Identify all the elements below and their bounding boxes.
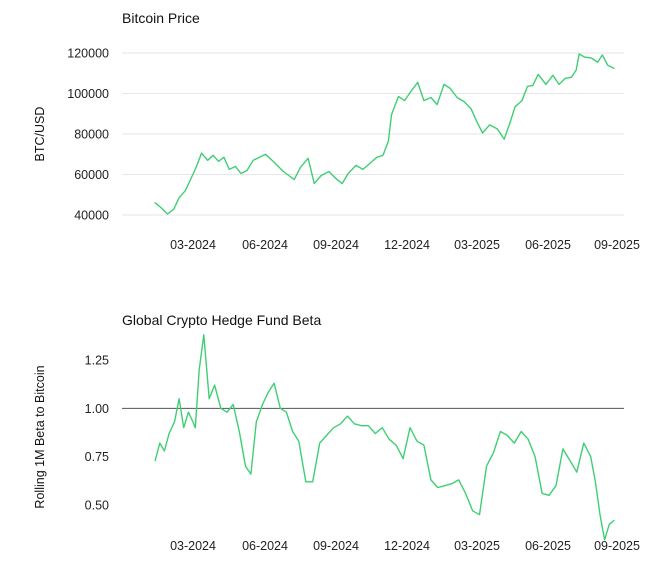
chart-panel-1: Bitcoin Price BTC/USD 40000 60000 80000 10000…	[33, 10, 640, 252]
x-tick-label: 03-2025	[454, 238, 500, 252]
x-tick-label: 09-2025	[594, 539, 640, 553]
series-line	[154, 53, 615, 215]
x-tick-label: 06-2024	[242, 238, 288, 252]
y-tick-label: 80000	[74, 128, 109, 142]
y-tick-label: 120000	[67, 47, 109, 61]
x-tick-label: 03-2025	[454, 539, 500, 553]
x-tick-label: 09-2024	[313, 539, 359, 553]
x-tick-label: 06-2025	[525, 539, 571, 553]
chart-panel-2: Global Crypto Hedge Fund Beta Rolling 1M …	[33, 312, 640, 553]
y-tick-label: 1.25	[85, 354, 109, 368]
x-tick-label: 12-2024	[384, 539, 430, 553]
x-tick-label: 03-2024	[170, 238, 216, 252]
y-tick-label: 40000	[74, 209, 109, 223]
x-tick-label: 03-2024	[170, 539, 216, 553]
y-tick-label: 0.75	[85, 450, 109, 464]
x-tick-label: 09-2025	[594, 238, 640, 252]
y-tick-label: 1.00	[85, 402, 109, 416]
x-tick-label: 06-2025	[525, 238, 571, 252]
x-tick-label: 06-2024	[242, 539, 288, 553]
chart-title: Bitcoin Price	[122, 10, 200, 26]
x-tick-label: 12-2024	[384, 238, 430, 252]
y-axis-label: BTC/USD	[33, 107, 47, 162]
y-axis-label: Rolling 1M Beta to Bitcoin	[33, 365, 47, 508]
x-tick-label: 09-2024	[313, 238, 359, 252]
series-line	[154, 334, 615, 541]
y-tick-label: 100000	[67, 87, 109, 101]
chart-title: Global Crypto Hedge Fund Beta	[122, 312, 321, 328]
y-tick-label: 0.50	[85, 499, 109, 513]
y-tick-label: 60000	[74, 168, 109, 182]
